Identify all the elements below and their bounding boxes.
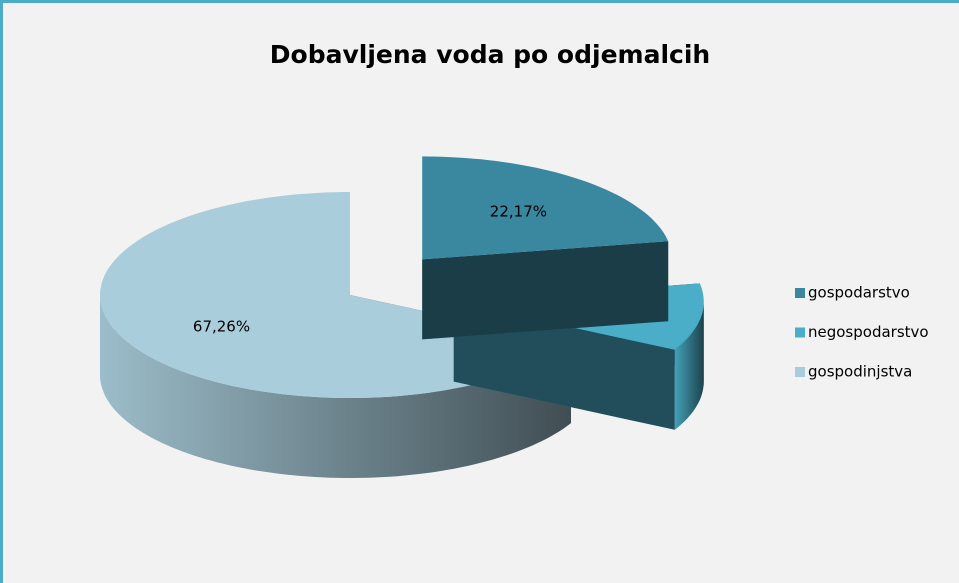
legend-label: gospodarstvo [808,284,910,302]
data-label: 22,17% [490,203,547,221]
legend-swatch [795,327,805,338]
slice [422,156,669,260]
chart-title: Dobavljena voda po odjemalcih [270,40,710,69]
slice-side-shade [100,295,571,478]
legend-label: gospodinjstva [808,363,912,381]
legend-label: negospodarstvo [808,323,929,341]
legend-swatch [795,367,805,377]
data-label: 67,26% [193,317,250,335]
slice-side-shade [674,301,704,430]
slice-cut-shade [453,301,675,430]
legend-swatch [795,288,805,298]
slice [100,192,571,398]
slice-cut-shade [422,241,669,340]
